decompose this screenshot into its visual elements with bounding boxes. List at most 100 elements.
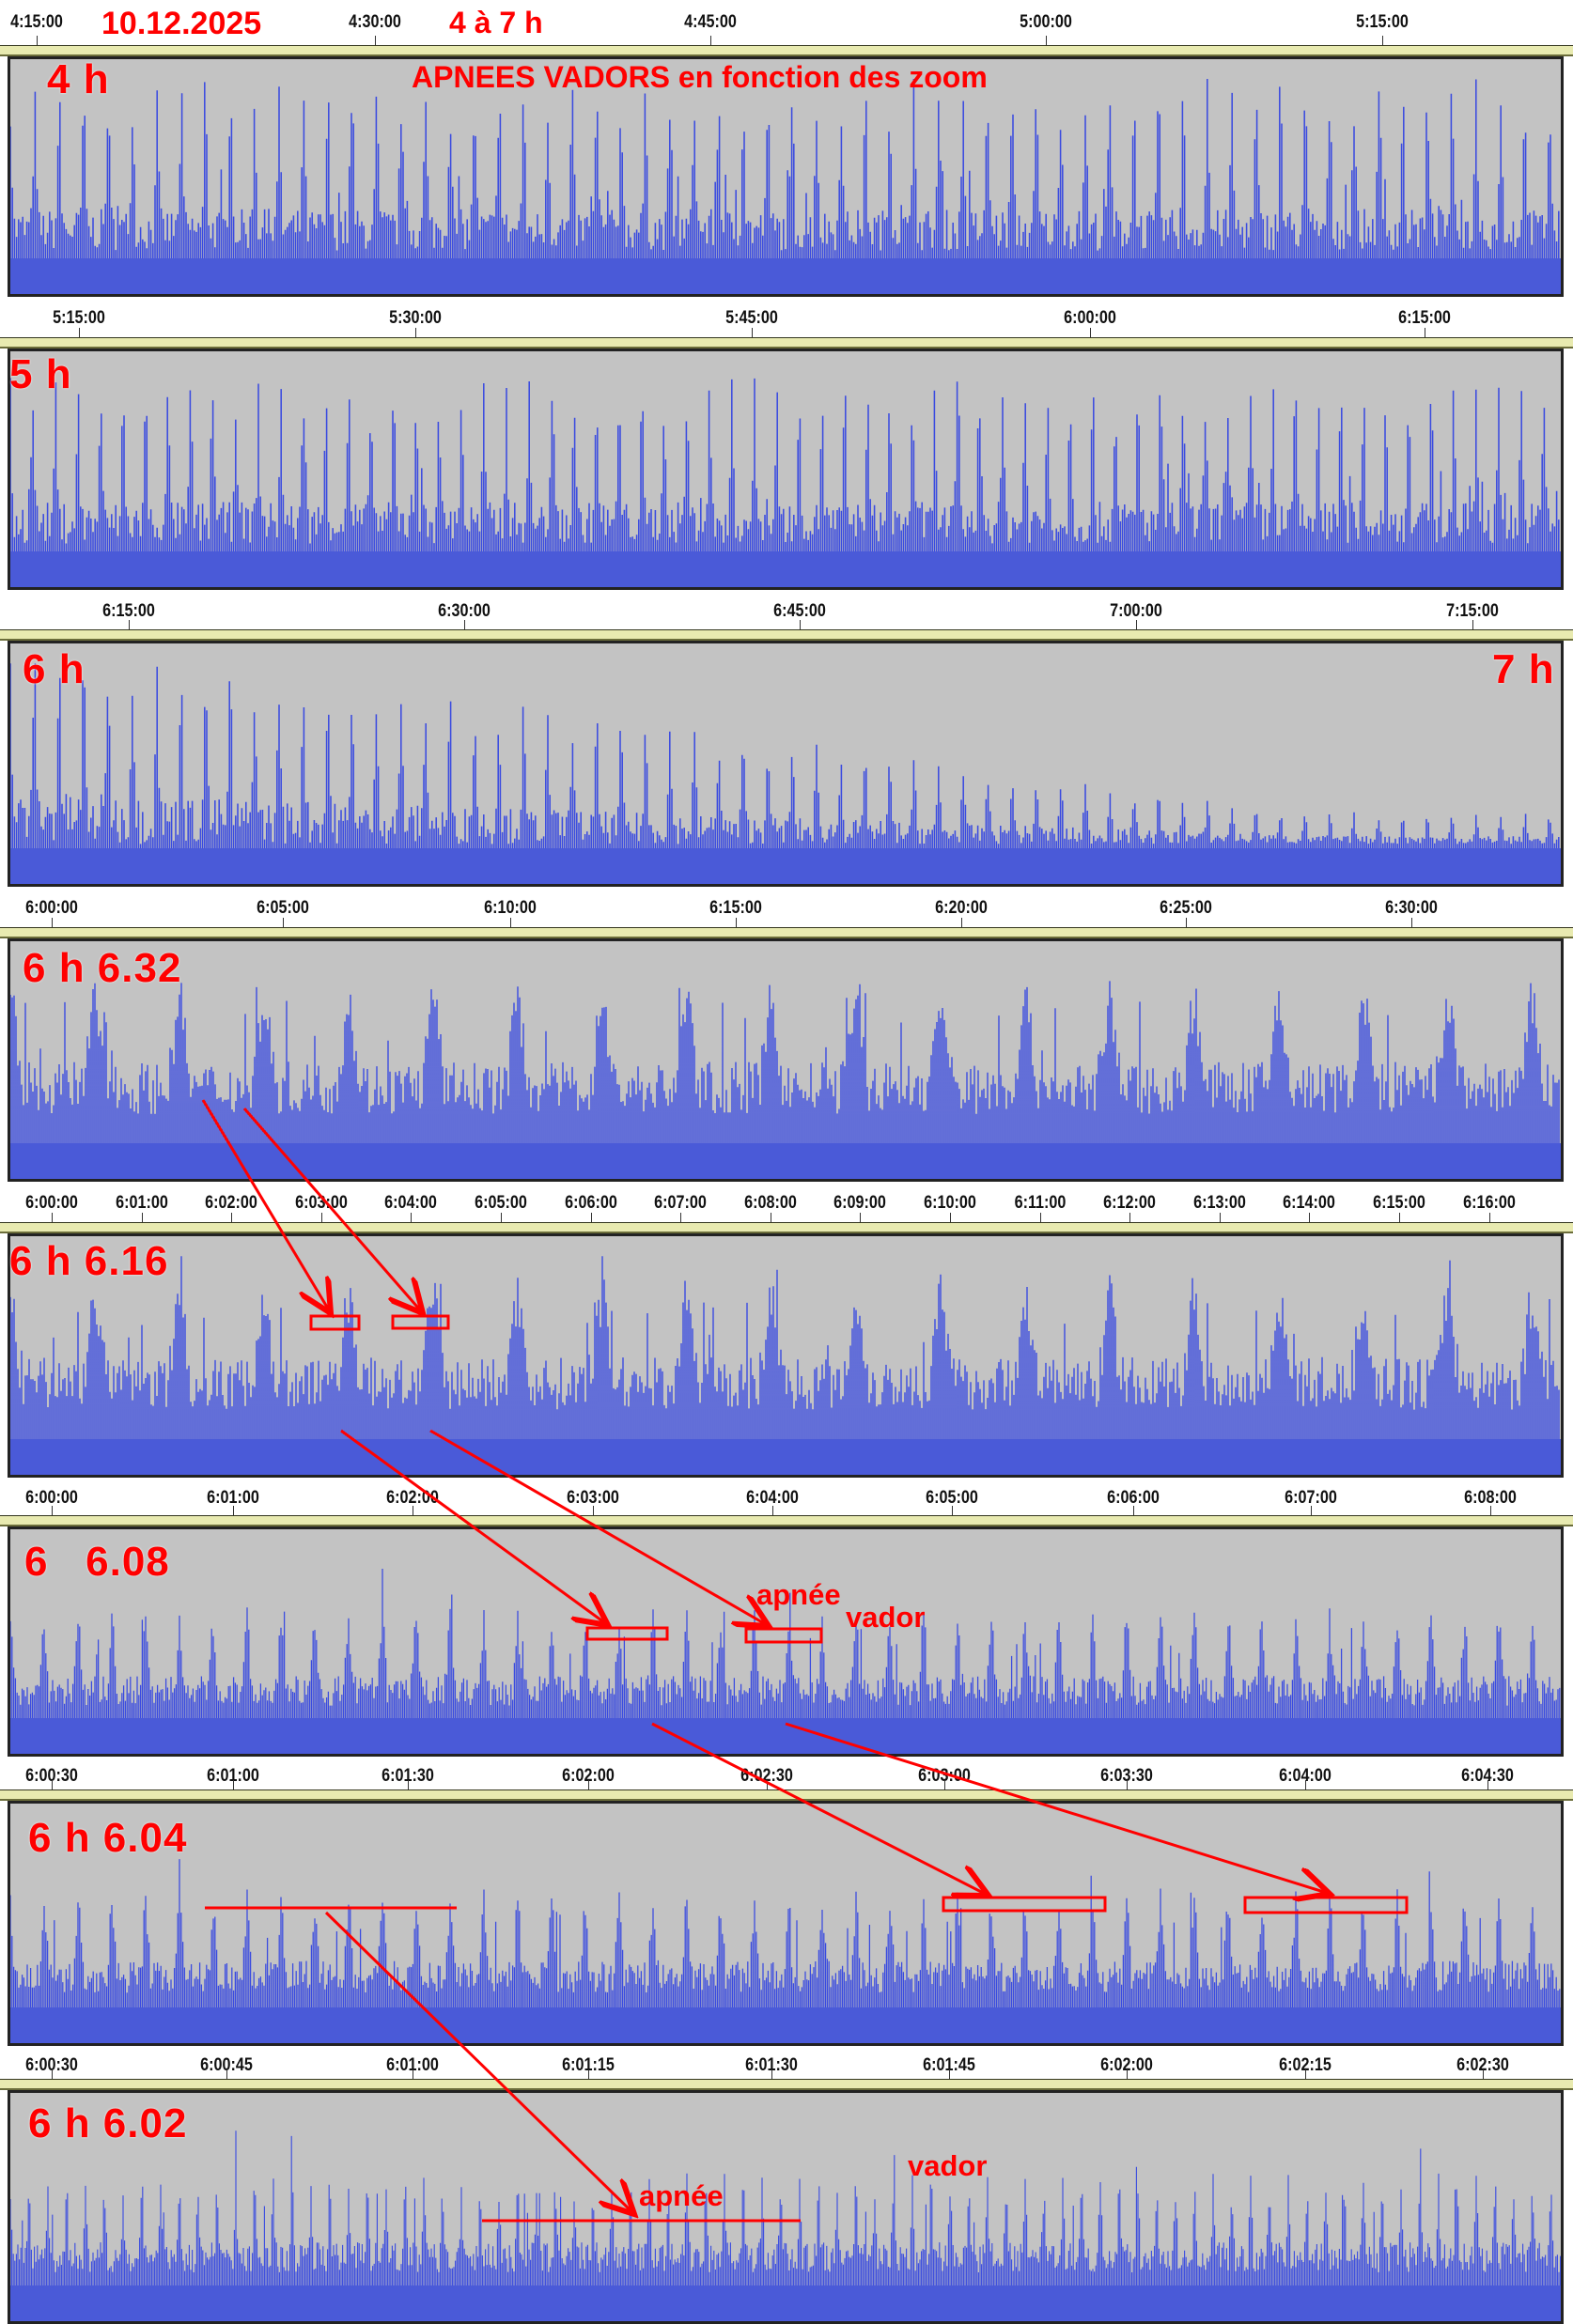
tick-mark — [233, 1506, 234, 1515]
tick-label: 6:00:45 — [200, 2055, 253, 2076]
tick-mark — [129, 620, 130, 629]
tick-mark — [226, 2069, 227, 2079]
tick-mark — [52, 1213, 53, 1222]
panel-label: 6 6.08 — [24, 1539, 170, 1585]
tick-mark — [772, 1506, 773, 1515]
tick-label: 6:01:00 — [207, 1766, 259, 1787]
time-axis: 4:15:00 4:30:00 4:45:00 5:00:00 5:15:00 — [0, 0, 1573, 56]
tick-label: 6:15:00 — [1398, 308, 1451, 329]
tick-label: 6:02:15 — [1279, 2055, 1332, 2076]
tick-label: 5:30:00 — [389, 308, 442, 329]
signal-baseline — [10, 258, 1561, 294]
tick-mark — [510, 918, 511, 927]
tick-label: 5:15:00 — [53, 308, 105, 329]
tick-mark — [1127, 1780, 1128, 1789]
tick-mark — [1483, 2069, 1484, 2079]
tick-label: 4:30:00 — [349, 12, 401, 33]
tick-mark — [1305, 1780, 1306, 1789]
tick-mark — [408, 1780, 409, 1789]
waveform — [10, 378, 1561, 587]
tick-label: 6:01:00 — [207, 1488, 259, 1509]
tick-label: 6:07:00 — [1285, 1488, 1337, 1509]
tick-mark — [588, 1780, 589, 1789]
tick-label: 6:07:00 — [654, 1193, 708, 1214]
panel-end-label: 7 h — [1492, 646, 1555, 692]
tick-label: 5:45:00 — [725, 308, 778, 329]
tick-mark — [1490, 1506, 1491, 1515]
tick-mark — [1046, 36, 1047, 45]
waveform — [10, 981, 1561, 1179]
time-axis: 5:15:00 5:30:00 5:45:00 6:00:00 6:15:00 — [0, 297, 1573, 349]
tick-mark — [588, 2069, 589, 2079]
signal-baseline — [10, 2007, 1561, 2043]
signal-panel — [8, 1233, 1564, 1478]
tick-mark — [52, 918, 53, 927]
tick-mark — [464, 620, 465, 629]
tick-mark — [79, 328, 80, 337]
tick-mark — [680, 1213, 682, 1222]
tick-mark — [52, 1780, 53, 1789]
annotation-vador: vador — [908, 2149, 988, 2182]
tick-mark — [1219, 1213, 1221, 1222]
signal-trace — [10, 1859, 1561, 2024]
tick-mark — [950, 1213, 951, 1222]
time-axis: 6:00:00 6:01:00 6:02:00 6:03:00 6:04:00 6:05:… — [0, 1478, 1573, 1526]
tick-mark — [800, 620, 801, 629]
panel-label: 6 h 6.04 — [28, 1815, 188, 1861]
tick-label: 6:12:00 — [1103, 1193, 1157, 1214]
tick-mark — [320, 1213, 322, 1222]
tick-label: 6:00:00 — [1064, 308, 1116, 329]
tick-mark — [1127, 2069, 1128, 2079]
annotation-apnee: apnée — [639, 2179, 724, 2212]
tick-mark — [1309, 1213, 1311, 1222]
tick-mark — [944, 1780, 945, 1789]
tick-label: 6:01:30 — [745, 2055, 798, 2076]
tick-mark — [1487, 1780, 1488, 1789]
tick-label: 6:02:00 — [1100, 2055, 1153, 2076]
tick-label: 6:10:00 — [484, 898, 537, 919]
tick-label: 7:15:00 — [1446, 600, 1499, 621]
tick-mark — [375, 36, 376, 45]
tick-mark — [767, 1780, 768, 1789]
tick-mark — [1399, 1213, 1400, 1222]
tick-label: 6:30:00 — [1385, 898, 1438, 919]
signal-trace — [10, 79, 1560, 275]
waveform — [10, 2130, 1561, 2321]
tick-label: 6:00:00 — [25, 1193, 78, 1214]
tick-mark — [1090, 328, 1091, 337]
annotation-apnee: apnée — [756, 1578, 841, 1611]
tick-label: 6:13:00 — [1192, 1193, 1246, 1214]
axis-band — [0, 338, 1573, 349]
tick-label: 4:15:00 — [10, 12, 63, 33]
waveform — [10, 663, 1561, 884]
tick-label: 6:05:00 — [926, 1488, 978, 1509]
tick-label: 6:02:30 — [1456, 2055, 1509, 2076]
tick-mark — [952, 1506, 953, 1515]
tick-mark — [231, 1213, 233, 1222]
tick-mark — [1186, 918, 1187, 927]
axis-band — [0, 2080, 1573, 2090]
tick-mark — [1311, 1506, 1312, 1515]
tick-label: 4:45:00 — [684, 12, 737, 33]
tick-mark — [1039, 1213, 1041, 1222]
waveform — [10, 79, 1561, 294]
tick-mark — [949, 2069, 950, 2079]
tick-label: 6:00:30 — [25, 1766, 78, 1787]
tick-label: 6:15:00 — [1373, 1193, 1425, 1214]
tick-label: 6:03:00 — [294, 1193, 348, 1214]
signal-panel — [8, 938, 1564, 1182]
tick-label: 6:00:30 — [25, 2055, 78, 2076]
tick-label: 6:00:00 — [25, 898, 78, 919]
tick-label: 6:06:00 — [1107, 1488, 1160, 1509]
waveform — [10, 1859, 1561, 2043]
tick-mark — [501, 1213, 502, 1222]
tick-label: 6:11:00 — [1014, 1193, 1066, 1214]
axis-band — [0, 1516, 1573, 1526]
signal-trace — [10, 2130, 1561, 2302]
axis-band — [0, 1223, 1573, 1233]
axis-band — [0, 630, 1573, 641]
time-axis: 6:15:00 6:30:00 6:45:00 7:00:00 7:15:00 — [0, 590, 1573, 641]
tick-mark — [1472, 620, 1473, 629]
tick-mark — [1133, 1506, 1134, 1515]
signal-trace — [10, 1569, 1561, 1735]
